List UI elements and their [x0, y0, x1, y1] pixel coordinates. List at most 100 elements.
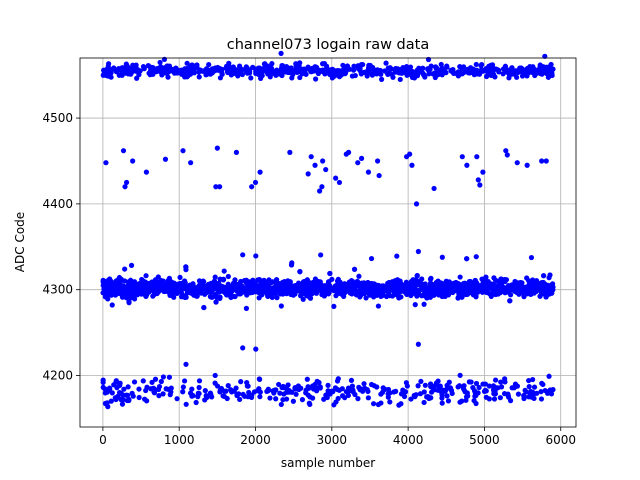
data-point [352, 391, 358, 398]
x-tick-label: 0 [99, 433, 107, 447]
data-point [313, 287, 319, 294]
data-point [524, 162, 530, 168]
data-point [242, 393, 248, 399]
data-point [189, 386, 195, 392]
data-point [148, 66, 154, 72]
data-point [206, 62, 212, 68]
data-point [187, 66, 193, 72]
data-point [278, 401, 284, 408]
data-point [460, 70, 466, 76]
data-point [167, 392, 173, 398]
data-point [455, 69, 461, 75]
data-point [283, 69, 289, 75]
x-axis-ticks: 0 1000 2000 3000 4000 5000 6000 [99, 427, 576, 447]
data-point [259, 285, 265, 291]
x-tick-label: 6000 [545, 433, 576, 447]
data-point [444, 63, 450, 69]
data-point [137, 68, 143, 74]
data-point [267, 395, 273, 401]
data-point [442, 293, 448, 300]
data-point [507, 298, 513, 304]
data-point [274, 280, 280, 287]
data-point [502, 379, 508, 385]
data-point [375, 303, 382, 309]
data-point [120, 148, 127, 154]
data-point [468, 379, 474, 385]
data-point [168, 385, 174, 391]
data-point [183, 294, 189, 300]
data-point [143, 169, 149, 175]
data-point [439, 65, 445, 71]
data-point [385, 65, 391, 71]
data-point [507, 398, 514, 404]
data-point [152, 68, 158, 74]
data-point [439, 254, 445, 260]
data-point [498, 276, 504, 282]
data-point [143, 293, 149, 300]
data-point [407, 64, 414, 70]
data-point [476, 384, 482, 391]
data-point [519, 287, 525, 293]
data-point [136, 394, 142, 401]
x-tick-label: 1000 [164, 433, 195, 447]
data-point [249, 285, 256, 291]
data-point [179, 294, 185, 300]
data-point [475, 177, 481, 183]
data-point [541, 273, 547, 279]
data-point [421, 399, 427, 406]
data-point [147, 72, 153, 78]
data-point [355, 160, 361, 166]
data-point [531, 282, 537, 289]
data-point [184, 60, 190, 66]
data-point [253, 287, 259, 293]
data-point [285, 278, 291, 284]
y-tick-label: 4400 [42, 197, 73, 211]
data-point [305, 384, 311, 390]
data-point [323, 166, 329, 173]
data-point [415, 68, 421, 75]
data-point [404, 291, 410, 297]
data-point [180, 384, 186, 390]
data-point [447, 283, 454, 289]
data-point [253, 68, 259, 74]
data-point [252, 179, 259, 186]
data-point [280, 283, 286, 289]
data-point [117, 67, 123, 73]
data-point [387, 390, 393, 396]
data-point [331, 303, 337, 309]
data-point [469, 69, 475, 75]
data-point [491, 275, 497, 281]
data-point [185, 285, 191, 291]
data-point [323, 392, 329, 398]
data-point [389, 293, 396, 299]
data-point [234, 391, 240, 397]
data-point [133, 68, 140, 74]
data-point [326, 290, 332, 296]
data-point [140, 378, 146, 384]
data-point [415, 383, 421, 389]
data-point [384, 70, 390, 76]
data-point [188, 290, 194, 296]
data-point [245, 383, 251, 389]
data-point [219, 71, 225, 77]
data-point [308, 69, 314, 75]
data-point [336, 179, 343, 186]
data-point [416, 279, 422, 285]
chart-title: channel073 logain raw data [227, 37, 429, 53]
data-point [485, 72, 491, 78]
data-point [356, 273, 362, 279]
data-point [265, 71, 271, 77]
data-point [130, 68, 136, 75]
data-point [470, 292, 476, 298]
data-point [316, 279, 322, 286]
data-point [255, 277, 261, 283]
data-point [293, 391, 299, 397]
data-point [321, 396, 327, 402]
data-point [135, 284, 141, 290]
data-point [368, 381, 375, 388]
y-tick-label: 4200 [42, 369, 73, 383]
data-point [516, 291, 522, 297]
data-point [361, 280, 367, 286]
data-point [188, 160, 194, 166]
data-point [361, 381, 367, 387]
